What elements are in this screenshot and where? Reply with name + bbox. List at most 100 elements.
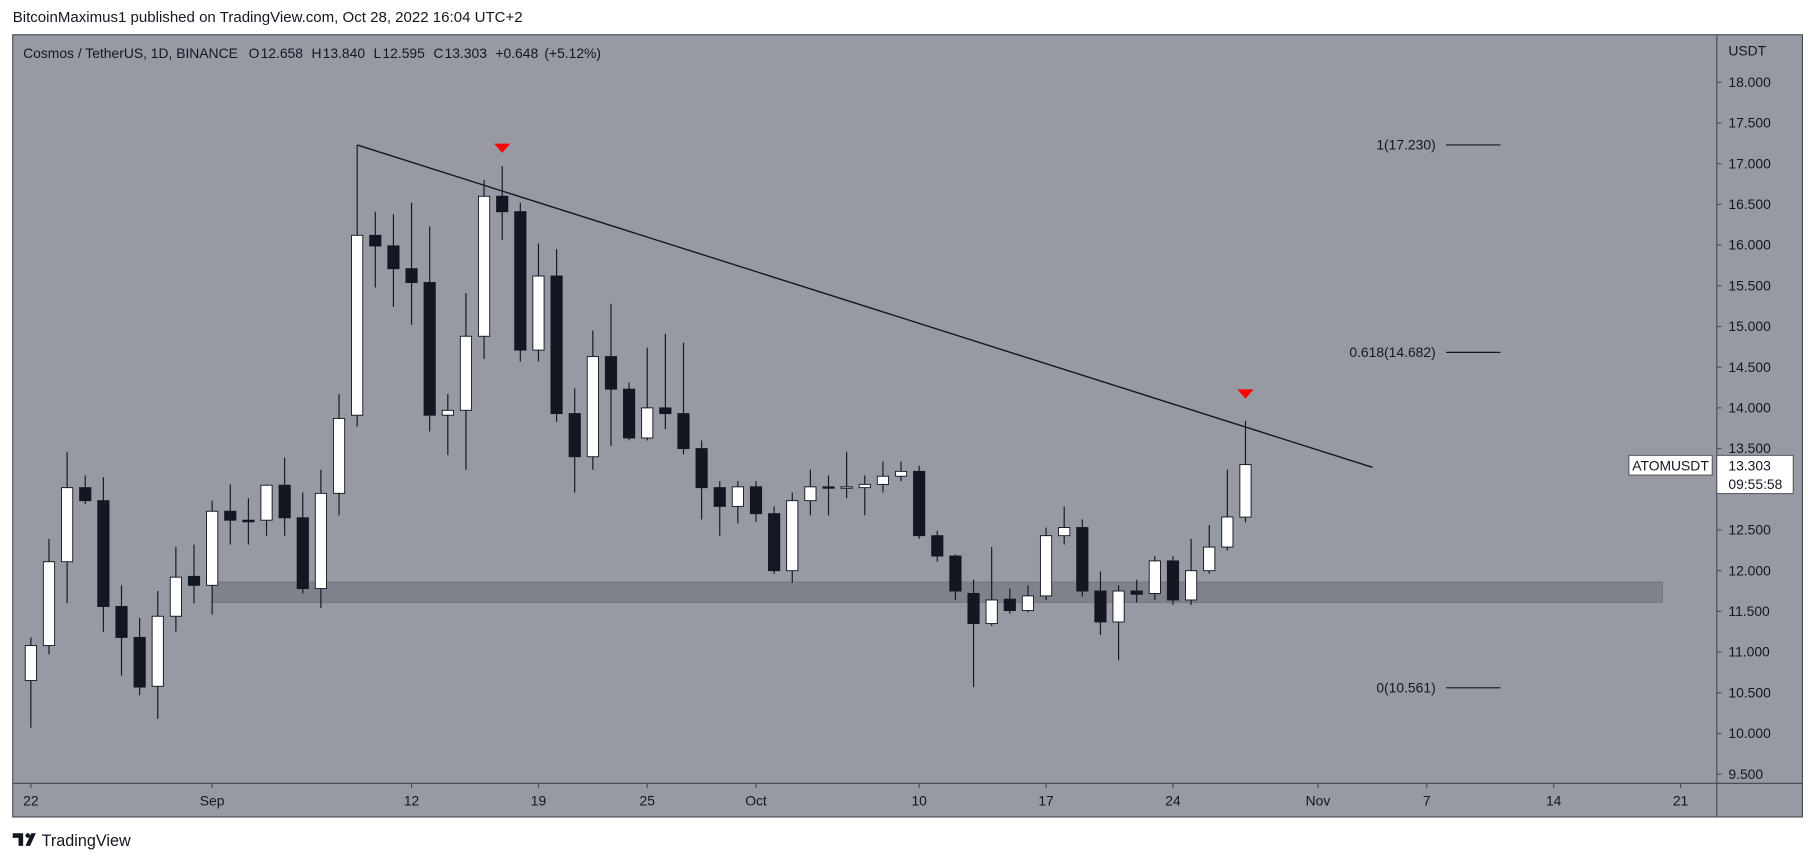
close-label: C [433, 45, 443, 61]
candle-body [1039, 535, 1053, 597]
candle-body [278, 484, 291, 519]
candle-body [224, 510, 237, 521]
candle-body [206, 510, 219, 586]
candle-body [967, 593, 980, 625]
candle-body [931, 535, 944, 557]
candle-body [804, 486, 817, 502]
candle-body [568, 413, 581, 458]
candle-body [24, 645, 37, 682]
legend: Cosmos / TetherUS, 1D, BINANCE O12.658 H… [23, 45, 601, 61]
change-pct: (+5.12%) [544, 45, 601, 61]
logo-icon [12, 833, 36, 846]
plot: 9.500 10.000 10.500 11.000 11.500 12.000 12.50… [23, 74, 1794, 808]
low-value: 12.595 [382, 45, 425, 61]
candle-body [423, 282, 436, 416]
y-tick-label: 16.500 [1728, 196, 1771, 212]
candle-body [387, 245, 400, 270]
candle-body [1203, 546, 1216, 572]
y-tick-label: 10.000 [1728, 725, 1771, 741]
chart-frame [12, 34, 1804, 818]
y-tick-label: 15.500 [1728, 277, 1771, 293]
candle-body [731, 486, 744, 507]
candle-body [477, 195, 491, 337]
candle-body [169, 576, 182, 617]
candle-body [115, 606, 128, 638]
high-label: H [311, 45, 321, 61]
candle-body [858, 483, 871, 489]
candle-body [822, 486, 835, 489]
resistance-marker [1237, 389, 1254, 399]
candle-body [369, 234, 382, 247]
candle-body [79, 487, 92, 502]
y-tick-label: 16.000 [1728, 237, 1771, 253]
y-tick-label: 14.000 [1728, 400, 1771, 416]
publish-header: BitcoinMaximus1 published on TradingView… [13, 9, 523, 26]
candle-body [405, 268, 418, 283]
support-zone [211, 581, 1663, 603]
high-value: 13.840 [323, 45, 366, 61]
candle-body [1148, 560, 1161, 594]
x-tick-label: 12 [404, 792, 420, 808]
candle-body [496, 195, 509, 213]
symbol: Cosmos / TetherUS, 1D, BINANCE [23, 45, 238, 61]
y-tick-label: 18.000 [1728, 74, 1771, 90]
tradingview-logo [12, 833, 36, 846]
candle-body [1003, 598, 1016, 612]
candle-body [677, 413, 690, 450]
y-tick-label: 14.500 [1728, 359, 1771, 375]
y-tick-label: 11.000 [1728, 644, 1770, 660]
x-tick-label: 24 [1165, 792, 1181, 808]
fib-level-label: 0.618(14.682) [1349, 344, 1435, 360]
candle-body [532, 275, 545, 351]
candle-body [586, 356, 599, 458]
y-tick-label: 17.500 [1728, 115, 1771, 131]
x-tick-label: 25 [640, 792, 656, 808]
x-tick-label: Sep [200, 792, 225, 808]
open-value: 12.658 [261, 45, 304, 61]
candle-body [641, 407, 654, 439]
footer-brand: TradingView [42, 832, 131, 850]
candle-body [61, 487, 74, 563]
fib-level-label: 0(10.561) [1376, 679, 1435, 695]
candle-body [1185, 570, 1198, 601]
candle-body [604, 356, 618, 390]
symbol-tag: ATOMUSDT [1632, 457, 1709, 473]
candle-body [242, 519, 255, 523]
candle-body [151, 615, 164, 687]
candle-body [1221, 516, 1234, 548]
candle-body [1076, 527, 1089, 592]
y-tick-label: 11.500 [1728, 603, 1770, 619]
y-tick-label: 12.500 [1728, 522, 1771, 538]
candle-body [1058, 527, 1071, 537]
candle-body [1094, 590, 1107, 623]
candle-body [260, 484, 273, 521]
x-tick-label: Nov [1306, 792, 1331, 808]
candle-body [876, 475, 889, 485]
candle-body [514, 211, 527, 351]
candle-body [1112, 590, 1125, 623]
fib-level-label: 1(17.230) [1376, 137, 1435, 153]
candle-body [713, 487, 726, 507]
candle-body [97, 500, 110, 607]
y-tick-label: 17.000 [1728, 155, 1771, 171]
candle-body [840, 486, 853, 489]
candle-body [695, 448, 708, 489]
candle-body [459, 335, 473, 411]
x-tick-label: 7 [1423, 792, 1431, 808]
candle-body [351, 234, 364, 416]
candle-body [1021, 595, 1035, 612]
close-value: 13.303 [445, 45, 488, 61]
x-tick-label: 21 [1673, 792, 1689, 808]
candle-body [42, 561, 56, 647]
candle-body [913, 470, 926, 537]
candle-body [894, 470, 908, 477]
candle-body [659, 407, 672, 415]
x-tick-label: 10 [911, 792, 927, 808]
trendline [356, 144, 1373, 468]
x-tick-label: Oct [745, 792, 767, 808]
price-tag-box [1716, 454, 1794, 495]
price-tag-countdown: 09:55:58 [1728, 476, 1782, 492]
candle-body [332, 417, 346, 494]
